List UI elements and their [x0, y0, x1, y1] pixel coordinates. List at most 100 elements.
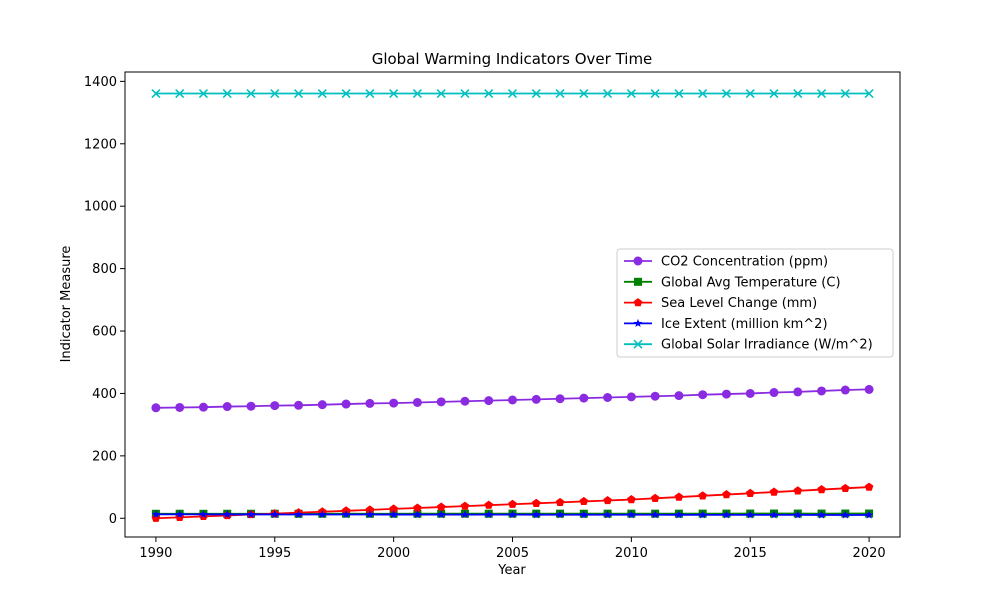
data-point	[389, 89, 399, 99]
x-tick-label: 1990	[139, 546, 172, 561]
data-point	[412, 397, 422, 407]
data-point	[484, 510, 494, 519]
data-point	[579, 393, 589, 403]
legend-swatch-marker	[634, 277, 642, 286]
data-point	[722, 490, 731, 499]
data-point	[318, 510, 327, 519]
data-point	[579, 89, 589, 99]
data-point	[341, 89, 351, 99]
data-point	[769, 89, 779, 99]
data-point	[436, 502, 446, 511]
data-point	[317, 400, 327, 410]
data-point	[294, 510, 303, 519]
data-point	[175, 509, 184, 519]
data-point	[627, 495, 636, 504]
legend-item: Ice Extent (million km^2)	[624, 317, 828, 332]
data-point	[389, 504, 398, 513]
data-point	[365, 89, 375, 99]
data-point	[531, 89, 541, 99]
data-point	[603, 89, 613, 99]
legend-swatch-marker	[633, 298, 643, 307]
data-point	[650, 493, 660, 502]
x-tick-label: 2010	[615, 546, 648, 561]
data-point	[817, 89, 827, 99]
legend-label: Ice Extent (million km^2)	[661, 317, 828, 332]
data-point	[531, 394, 541, 404]
data-point	[365, 505, 375, 514]
legend-frame	[616, 248, 894, 358]
data-point	[603, 495, 612, 505]
legend-label: Sea Level Change (mm)	[661, 296, 817, 311]
data-point	[722, 510, 731, 519]
legend-item: Global Solar Irradiance (W/m^2)	[624, 338, 873, 353]
data-point	[199, 509, 208, 519]
x-tick-label: 1995	[258, 546, 291, 561]
data-point	[745, 89, 755, 99]
data-point	[175, 89, 185, 99]
data-point	[555, 89, 565, 99]
data-point	[841, 510, 850, 519]
x-tick-label: 2005	[496, 546, 529, 561]
y-tick-label: 600	[92, 325, 117, 340]
data-point	[151, 509, 161, 519]
data-point	[198, 402, 208, 412]
y-tick-label: 1000	[84, 200, 117, 215]
data-point	[745, 488, 755, 497]
data-point	[151, 403, 161, 413]
data-point	[555, 510, 565, 519]
data-point	[294, 400, 304, 410]
data-point	[198, 89, 208, 99]
data-point	[508, 510, 517, 519]
data-point	[698, 491, 707, 500]
data-point	[817, 386, 827, 396]
legend-swatch-marker	[633, 318, 643, 328]
data-point	[793, 89, 803, 99]
legend: CO2 Concentration (ppm) Global Avg Temper…	[616, 248, 894, 358]
legend-label: CO2 Concentration (ppm)	[661, 255, 828, 270]
data-point	[508, 499, 517, 508]
data-point	[246, 509, 256, 519]
data-point	[365, 510, 375, 519]
series-5	[151, 89, 874, 99]
data-point	[413, 503, 422, 512]
data-point	[436, 397, 446, 407]
series-4	[151, 509, 874, 519]
y-tick-label: 1200	[84, 137, 117, 152]
data-point	[365, 398, 375, 408]
data-point	[460, 510, 470, 519]
data-point	[793, 486, 803, 495]
data-point	[864, 510, 874, 519]
data-point	[721, 89, 731, 99]
y-tick-label: 200	[92, 449, 117, 464]
data-point	[793, 510, 803, 519]
data-point	[864, 384, 874, 394]
data-point	[626, 392, 636, 402]
data-point	[151, 513, 161, 522]
data-point	[270, 89, 280, 99]
y-tick-label: 1400	[84, 75, 117, 90]
data-point	[793, 387, 803, 397]
data-point	[484, 89, 494, 99]
legend-item: Global Avg Temperature (C)	[624, 275, 841, 290]
data-point	[294, 89, 304, 99]
data-point	[650, 391, 660, 401]
data-point	[650, 510, 660, 519]
data-point	[627, 510, 636, 519]
data-point	[555, 497, 565, 506]
data-point	[769, 487, 779, 496]
data-point	[674, 391, 684, 401]
data-point	[507, 89, 518, 99]
x-tick-label: 2020	[853, 546, 886, 561]
data-point	[436, 510, 446, 519]
y-tick-label: 800	[92, 262, 117, 277]
data-point	[626, 89, 636, 99]
data-point	[436, 89, 446, 99]
series-layer	[151, 89, 874, 522]
data-point	[603, 393, 613, 402]
data-point	[841, 483, 850, 492]
data-point	[222, 509, 232, 519]
data-point	[460, 396, 470, 406]
data-point	[603, 510, 612, 519]
y-axis: 0 200 400 600 800 1000 1200 1400	[84, 75, 125, 527]
